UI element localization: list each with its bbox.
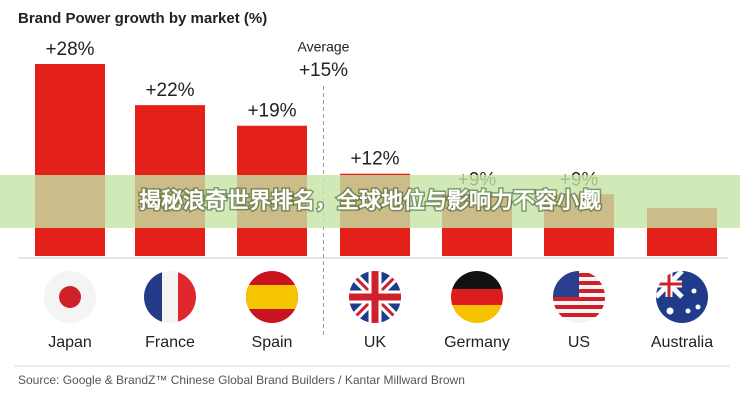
flag-spain [246, 271, 298, 323]
source-note: Source: Google & BrandZ™ Chinese Global … [18, 373, 465, 387]
chart-title: Brand Power growth by market (%) [18, 10, 267, 27]
average-value-label: +15% [299, 60, 348, 81]
flag-germany [451, 271, 503, 323]
flag-france [144, 271, 196, 323]
x-tick-label: France [145, 334, 195, 351]
flag-australia [656, 271, 708, 323]
banner-title: 揭秘浪奇世界排名，全球地位与影响力不容小觑 [139, 188, 601, 214]
banner [0, 175, 740, 228]
x-tick-label: Australia [651, 334, 713, 351]
average-label: Average [298, 39, 350, 55]
x-tick-label: Japan [48, 334, 92, 351]
x-tick-label: UK [364, 334, 387, 351]
value-label: +22% [145, 80, 194, 101]
value-label: +28% [45, 39, 94, 60]
flag-japan [44, 271, 96, 323]
flags [44, 271, 708, 323]
flag-uk [349, 271, 401, 323]
x-tick-label: Spain [252, 334, 293, 351]
x-tick-label: US [568, 334, 590, 351]
x-tick-label: Germany [444, 334, 510, 351]
value-label: +12% [350, 149, 399, 170]
value-label: +19% [247, 101, 296, 122]
flag-us [553, 271, 605, 323]
